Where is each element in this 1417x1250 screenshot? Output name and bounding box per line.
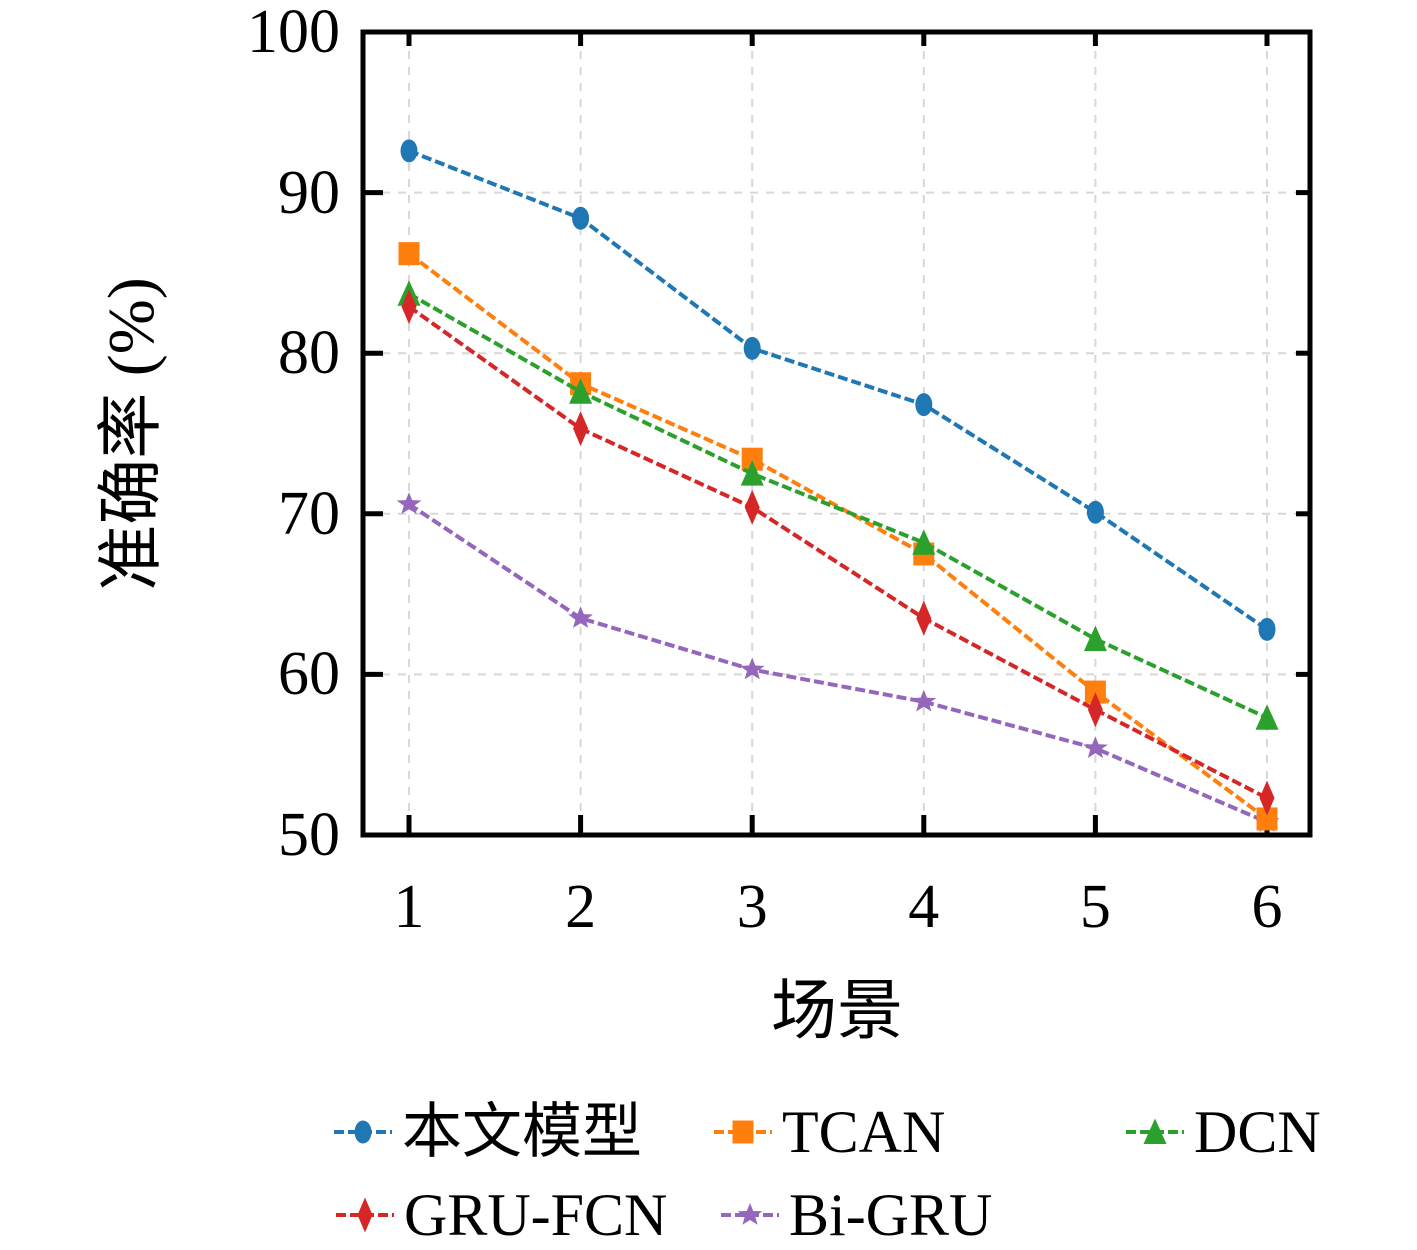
series-line	[407, 502, 1268, 824]
series-line	[407, 304, 1268, 800]
square-marker-icon	[1084, 680, 1106, 704]
x-tick-label: 6	[1251, 873, 1283, 941]
circle-marker-icon	[1086, 500, 1104, 524]
series-Bi-GRU	[396, 492, 1280, 832]
triangle-marker-icon	[1083, 625, 1107, 652]
y-tick-label: 50	[278, 801, 340, 869]
y-tick-label: 80	[278, 319, 340, 388]
diamond-marker-icon	[573, 411, 589, 447]
diamond-marker-icon	[1087, 692, 1103, 728]
triangle-marker-icon	[1255, 704, 1279, 730]
y-tick-label: 90	[278, 158, 340, 227]
diamond-marker-icon	[744, 489, 760, 525]
diamond-marker-icon	[1259, 780, 1275, 816]
square-marker-icon	[398, 242, 420, 266]
series-line	[408, 148, 1269, 632]
circle-marker-icon	[572, 206, 590, 230]
y-tick-label: 70	[278, 479, 340, 548]
triangle-marker-icon	[569, 378, 593, 404]
plot-frame	[360, 29, 1313, 838]
series-line	[408, 292, 1268, 720]
star-marker-icon	[911, 689, 937, 712]
series-TCAN	[398, 242, 1278, 831]
x-tick-label: 1	[393, 873, 425, 941]
circle-marker-icon	[1258, 617, 1276, 641]
circle-marker-icon	[400, 139, 418, 163]
y-tick-label: 100	[247, 0, 340, 66]
diamond-marker-icon	[916, 600, 932, 636]
x-tick-label: 2	[565, 873, 597, 941]
y-tick-label: 60	[278, 640, 340, 709]
series-GRU-FCN	[401, 289, 1275, 816]
square-marker-icon	[741, 447, 763, 471]
star-marker-icon	[1083, 736, 1108, 758]
x-tick-label: 3	[736, 873, 768, 941]
series-本文模型	[400, 139, 1276, 641]
diamond-marker-icon	[401, 289, 417, 325]
circle-marker-icon	[915, 393, 933, 417]
x-tick-label: 5	[1079, 873, 1111, 941]
series-DCN	[397, 280, 1279, 730]
star-marker-icon	[739, 657, 765, 680]
series-line	[407, 252, 1269, 821]
triangle-marker-icon	[912, 529, 936, 555]
x-axis-label: 场景	[771, 975, 903, 1048]
star-marker-icon	[568, 606, 593, 628]
star-marker-icon	[396, 492, 422, 514]
circle-marker-icon	[743, 336, 761, 360]
x-tick-label: 4	[908, 873, 940, 941]
y-axis-label: 准确率 (%)	[95, 277, 168, 591]
square-marker-icon	[1256, 807, 1278, 831]
triangle-marker-icon	[740, 460, 764, 486]
